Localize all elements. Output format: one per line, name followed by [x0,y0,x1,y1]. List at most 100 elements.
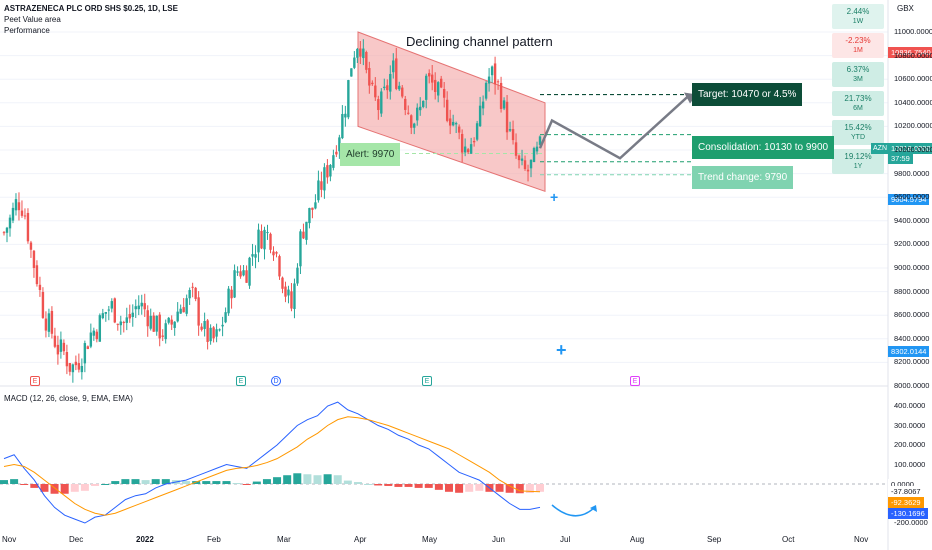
candle-body [11,207,15,221]
candle-body [62,342,66,352]
macd-hist-bar [475,484,484,491]
macd-hist-bar [444,484,453,492]
event-marker[interactable]: E [422,376,432,386]
alert-callout[interactable]: Alert: 9970 [340,143,401,166]
candle-body [305,221,308,240]
plus-marker-icon[interactable]: + [550,189,559,205]
performance-cell: 15.42% YTD [832,120,884,145]
macd-hist-bar [80,484,89,491]
candle-body [520,158,524,161]
time-tick-label: Aug [630,535,645,544]
candle-body [505,101,509,133]
candle-body [29,242,33,250]
macd-hist-bar [515,484,524,494]
candle-body [311,207,314,210]
macd-hist-bar [40,484,49,492]
price-tick-label: 10200.0000 [894,121,932,131]
macd-hist-bar [242,484,251,485]
macd-hist-bar [394,484,403,487]
candle-body [514,142,518,156]
macd-zero-tag: 0.0000 [888,479,917,490]
candle-body [77,363,81,370]
candle-body [284,286,287,297]
candle-body [419,106,422,111]
macd-hist-bar [91,484,100,486]
candle-body [383,86,386,89]
macd-tick-label: 200.0000 [894,440,926,449]
candle-body [359,48,362,57]
candle-body [167,317,170,323]
event-marker[interactable]: E [236,376,246,386]
candle-body [161,335,164,337]
candle-body [50,310,54,334]
candle-body [191,286,194,288]
candle-body [338,137,341,152]
time-tick-label: Mar [277,535,291,544]
consolidation-callout[interactable]: Consolidation: 10130 to 9900 [692,136,835,159]
candle-body [401,87,404,97]
target-callout[interactable]: Target: 10470 or 4.5% [692,83,803,106]
candle-body [371,82,374,85]
candle-body [128,314,131,319]
candle-body [329,164,332,177]
candle-body [5,227,9,233]
event-marker[interactable]: E [30,376,40,386]
performance-cell: -2.23% 1M [832,33,884,58]
event-marker[interactable]: D [271,376,281,386]
last-price-tag: 10016.0000 [888,143,932,154]
macd-hist-bar [60,484,69,494]
candle-body [508,129,512,131]
candle-body [122,322,125,324]
candle-body [101,313,105,319]
candle-body [131,312,134,318]
candle-body [236,271,239,273]
candle-body [410,115,413,128]
candle-body [469,144,473,154]
countdown-tag: 37:59 [888,153,913,164]
trend-change-callout[interactable]: Trend change: 9790 [692,166,794,189]
macd-hist-bar [101,484,110,485]
macd-histogram [0,473,888,494]
candle-body [299,231,302,267]
candle-body [451,121,455,126]
macd-hist-bar [434,484,443,490]
candle-body [140,302,143,307]
curved-arrow [551,504,595,517]
candle-body [532,148,536,163]
candle-body [68,363,72,372]
macd-hist-bar [313,475,322,484]
candle-body [487,76,491,84]
candle-body [523,160,527,170]
candle-body [47,313,51,332]
candle-body [463,146,467,153]
candle-body [484,82,488,99]
candle-body [347,80,350,118]
macd-hist-bar [10,479,19,484]
candle-body [511,129,515,141]
event-marker[interactable]: E [630,376,640,386]
candle-body [395,58,398,89]
candle-body [119,321,122,326]
candle-body [26,212,30,242]
indicator-performance[interactable]: Performance [4,26,50,35]
macd-legend[interactable]: MACD (12, 26, close, 9, EMA, EMA) [4,394,133,403]
macd-hist-bar [495,484,504,492]
candles [2,39,542,383]
candle-body [481,101,485,109]
time-tick-label: Nov [2,535,17,544]
candle-body [38,284,42,290]
candle-body [472,140,476,143]
performance-cell: 2.44% 1W [832,4,884,29]
candle-body [386,85,389,91]
indicator-peet[interactable]: Peet Value area [4,15,61,24]
candle-body [143,303,146,310]
plus-marker-icon[interactable]: + [556,340,567,360]
time-tick-label: Feb [207,535,221,544]
macd-hist-bar [121,479,130,484]
macd-hist-bar [505,484,514,493]
candle-body [170,319,173,325]
macd-hist-bar [70,484,79,492]
candle-body [344,113,347,118]
macd-hist-bar [293,473,302,484]
